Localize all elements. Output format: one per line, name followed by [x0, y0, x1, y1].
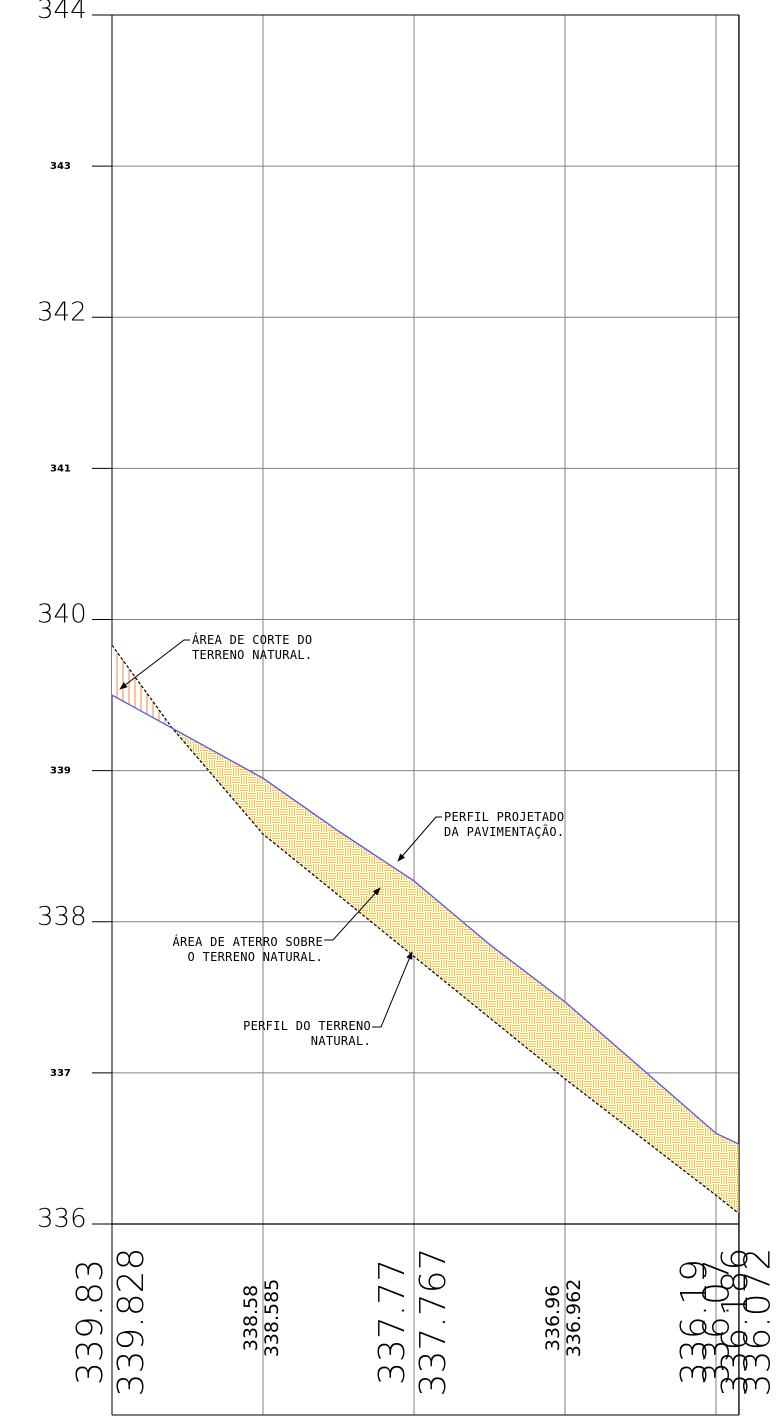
- terrain-elevation-label: 337.77: [372, 1259, 413, 1385]
- projected-elevation-label: 336.072: [738, 1248, 776, 1397]
- projected-elevation-label: 338.585: [261, 1279, 283, 1358]
- terrain-elevation-label: 338.58: [240, 1285, 262, 1351]
- projected-profile-line: [111, 694, 739, 1145]
- annotation-terreno: PERFIL DO TERRENO: [243, 1019, 371, 1033]
- projected-elevation-label: 336.962: [563, 1279, 585, 1358]
- y-tick-label: 340: [37, 600, 87, 630]
- leader-projetado: [397, 816, 442, 862]
- terrain-elevation-label: 339.83: [70, 1259, 111, 1385]
- station-label-group: 337.77 337.767: [372, 1248, 454, 1397]
- station-elevation-labels: 339.83 339.828 338.58 338.585 337.77 337.767 3…: [70, 1248, 776, 1397]
- station-label-group: 336.07 336.072: [697, 1248, 776, 1397]
- station-label-group: 336.96 336.962: [542, 1279, 585, 1358]
- y-tick-label: 341: [50, 463, 71, 474]
- projected-elevation-label: 337.767: [413, 1248, 454, 1397]
- annotation-aterro: O TERRENO NATURAL.: [188, 950, 323, 964]
- leader-corte: [119, 639, 190, 690]
- station-label-group: 339.83 339.828: [70, 1248, 152, 1397]
- terrain-elevation-label: 336.96: [542, 1285, 564, 1351]
- y-tick-label: 343: [50, 161, 71, 172]
- area-fills: [112, 645, 739, 1214]
- annotation-terreno: NATURAL.: [311, 1034, 371, 1048]
- annotation-projetado: DA PAVIMENTAÇÃO.: [444, 824, 564, 839]
- annotation-projetado: PERFIL PROJETADO: [444, 810, 564, 824]
- y-tick-label: 338: [37, 902, 87, 932]
- terrain-elevation-label: 336.07: [697, 1259, 738, 1385]
- y-tick-label: 339: [50, 766, 71, 777]
- station-label-group: 338.58 338.585: [240, 1279, 283, 1358]
- leader-aterro: [324, 887, 381, 941]
- profile-lines: [111, 644, 740, 1214]
- y-tick-label: 337: [50, 1068, 71, 1079]
- annotation-aterro: ÁREA DE ATERRO SOBRE: [173, 934, 324, 949]
- y-tick-label: 344: [37, 0, 87, 25]
- projected-elevation-label: 339.828: [111, 1248, 152, 1397]
- grid-lines: [92, 14, 740, 1416]
- annotation-corte: ÁREA DE CORTE DO: [192, 632, 312, 647]
- fill-area-aterro: [172, 728, 739, 1214]
- annotation-corte: TERRENO NATURAL.: [192, 648, 312, 662]
- leader-terreno: [372, 951, 413, 1028]
- projected-elevation-label: 336.186: [715, 1248, 756, 1397]
- y-tick-label: 342: [37, 297, 87, 327]
- station-label-group: 336.19 336.186: [674, 1248, 756, 1397]
- y-axis-labels: 344 343 342 341 340 339 338 337 336: [37, 0, 87, 1234]
- y-tick-label: 336: [37, 1204, 87, 1234]
- terrain-elevation-label: 336.19: [674, 1259, 715, 1385]
